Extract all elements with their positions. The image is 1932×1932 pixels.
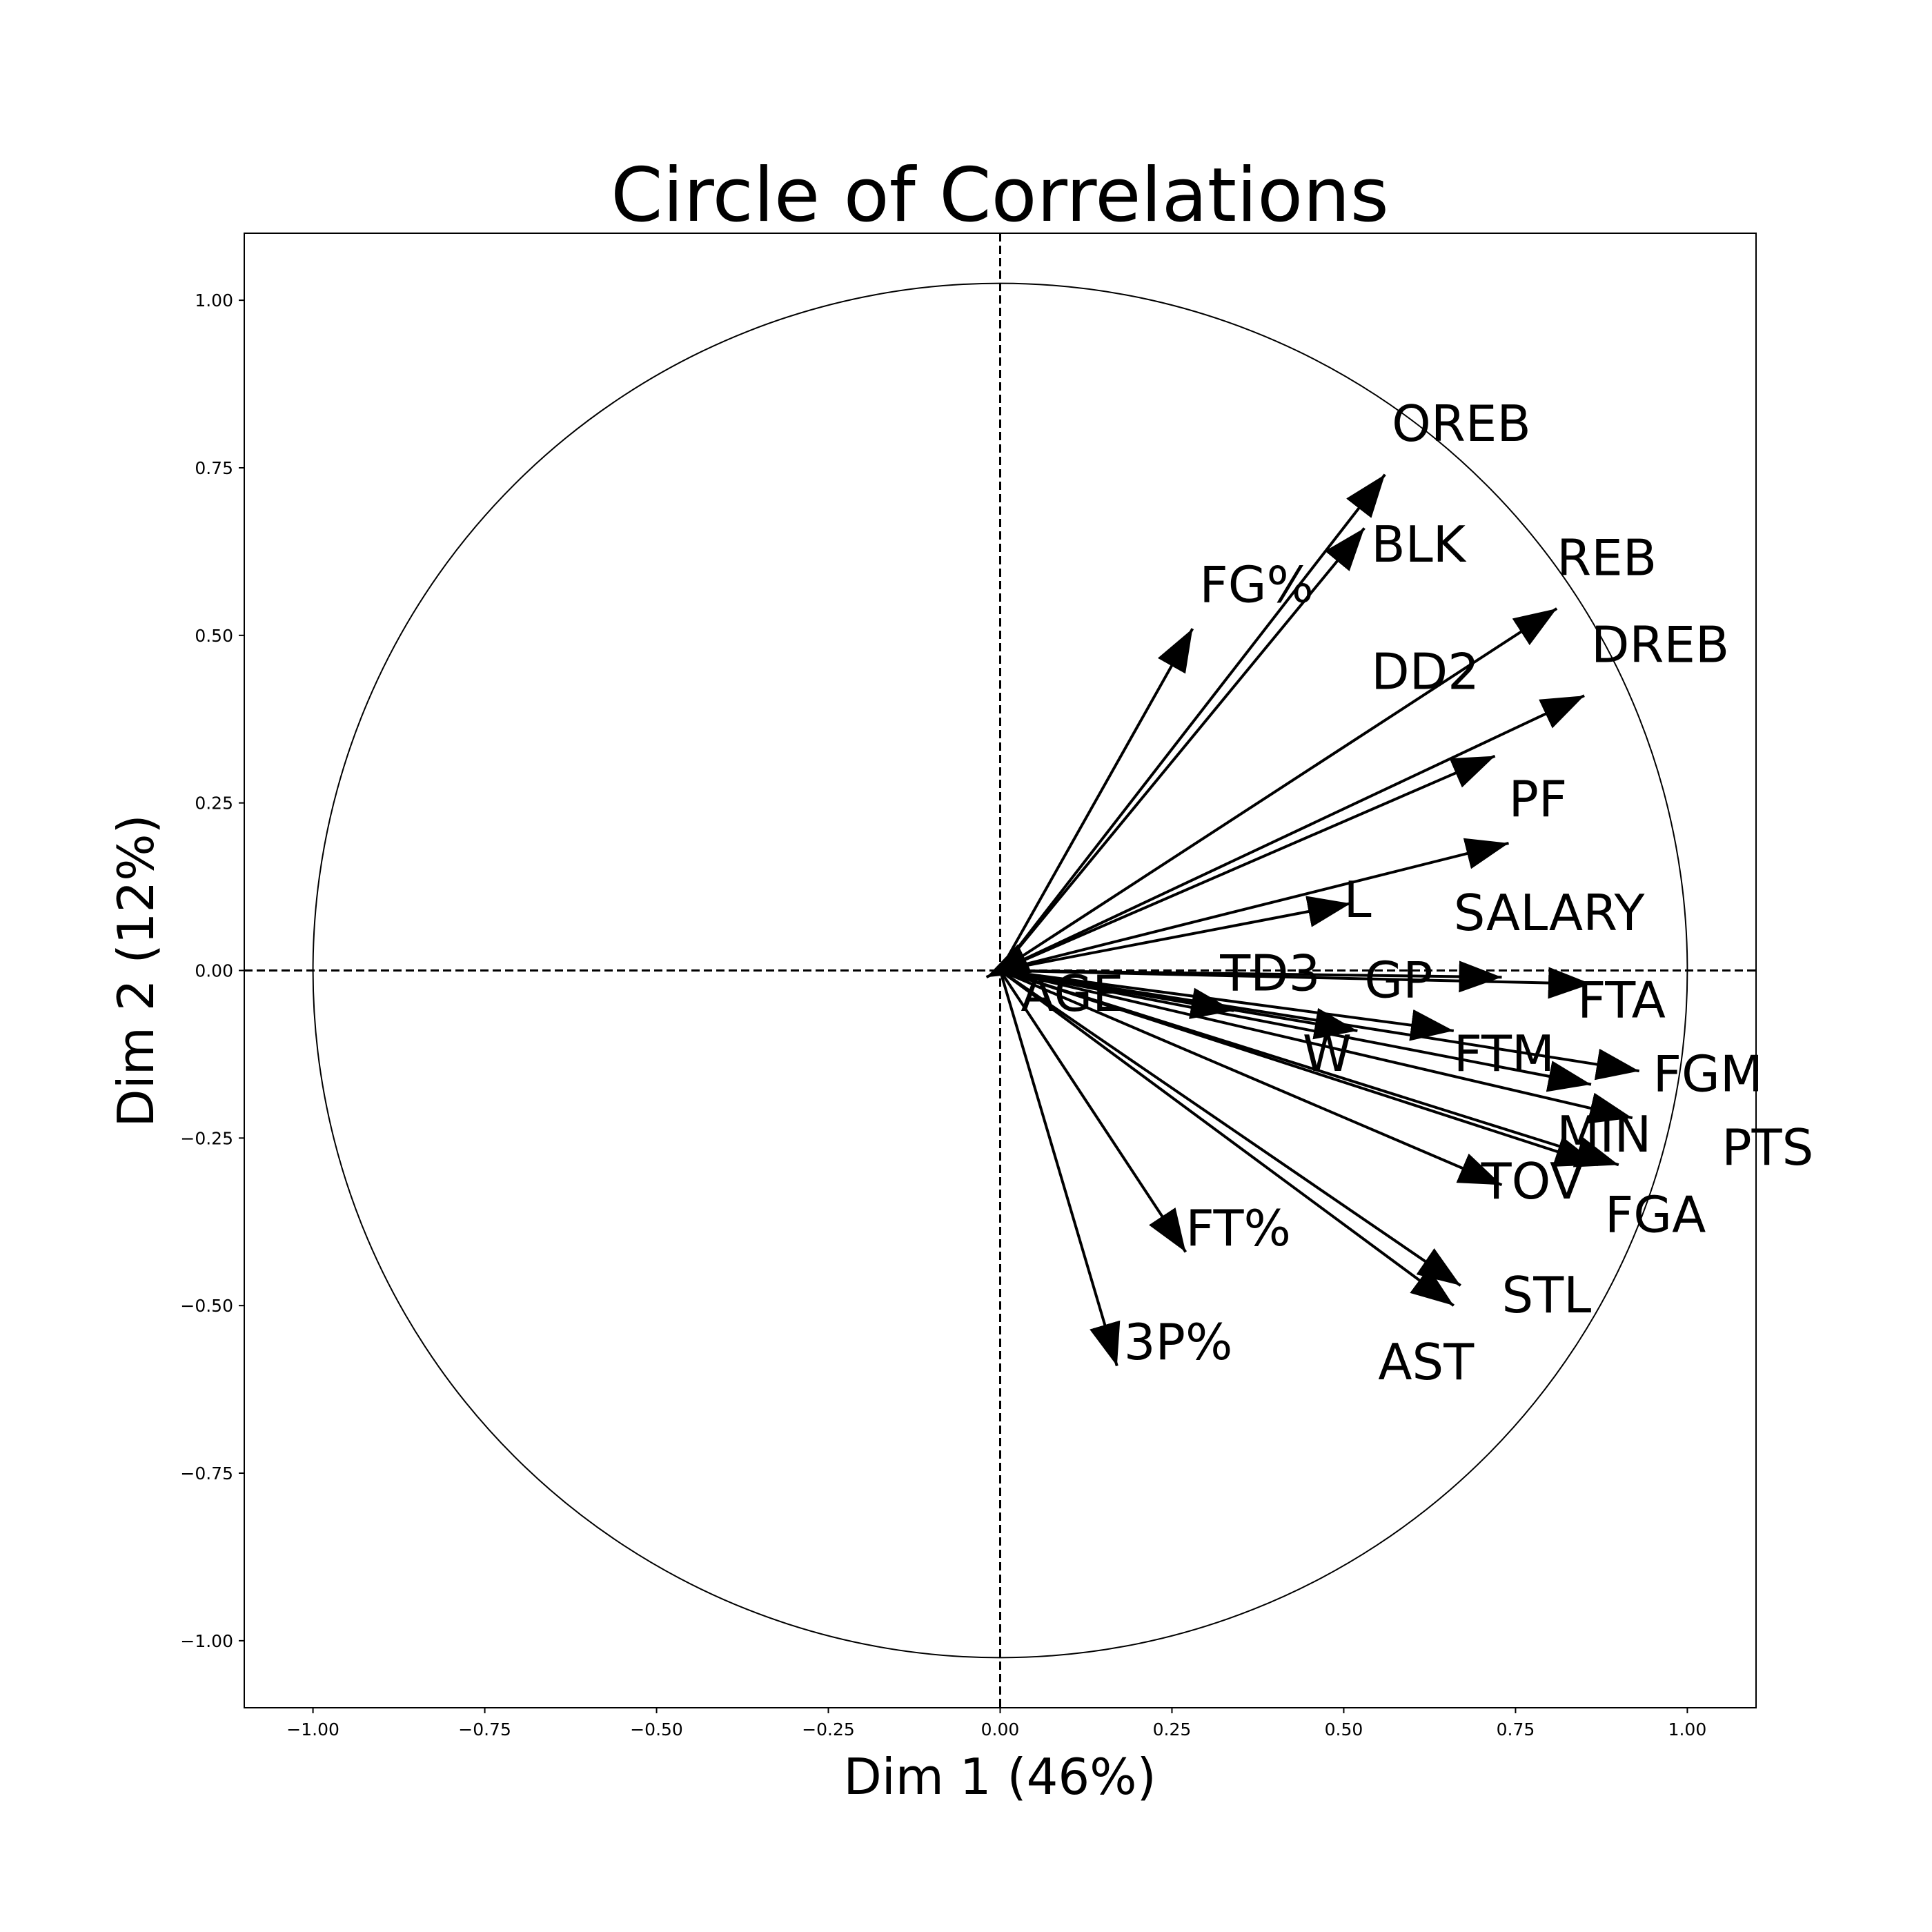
vector-label-l: L — [1343, 871, 1371, 929]
y-tick-label: 0.00 — [195, 961, 233, 981]
x-axis-ticks: −1.00 −0.75 −0.50 −0.25 0.00 0.25 0.50 0.75 1.00 — [286, 1708, 1706, 1739]
x-tick-label: −0.75 — [458, 1719, 511, 1739]
x-tick-label: −1.00 — [286, 1719, 339, 1739]
y-tick-label: −0.25 — [180, 1128, 233, 1148]
vector-arrow-dreb — [999, 694, 1585, 972]
vector-arrow-ft-pct — [998, 969, 1187, 1253]
variable-labels: OREB BLK FG% REB DREB DD2 PF L SALARY FTA GP TD3 AGE… — [1021, 395, 1813, 1391]
vector-label-age: AGE — [1021, 965, 1123, 1023]
vector-label-fg-pct: FG% — [1199, 555, 1314, 613]
vector-label-reb: REB — [1557, 529, 1657, 586]
x-tick-label: 0.50 — [1325, 1719, 1363, 1739]
vector-label-3p-pct: 3P% — [1124, 1313, 1233, 1371]
vector-label-ft-pct: FT% — [1185, 1199, 1291, 1257]
vector-arrow-blk — [998, 527, 1366, 972]
vector-arrow-tov — [999, 969, 1503, 1187]
vector-label-w: W — [1303, 1025, 1352, 1083]
y-tick-label: −1.00 — [180, 1631, 233, 1651]
vector-label-stl: STL — [1502, 1266, 1592, 1324]
vector-arrow-ftm — [1000, 969, 1592, 1092]
vector-arrow-l — [1000, 896, 1351, 972]
vector-arrow-age — [985, 944, 1032, 979]
x-tick-label: −0.25 — [802, 1719, 855, 1739]
vector-arrow-3p-pct — [998, 969, 1121, 1367]
y-tick-label: 0.25 — [195, 793, 233, 814]
vector-arrow-pf — [1000, 838, 1509, 972]
vector-label-salary: SALARY — [1454, 884, 1646, 942]
x-axis-label: Dim 1 (46%) — [843, 1748, 1156, 1806]
vector-label-ast: AST — [1378, 1333, 1475, 1391]
vector-label-td3: TD3 — [1219, 945, 1320, 1003]
y-tick-label: −0.75 — [180, 1463, 233, 1483]
vector-label-gp: GP — [1364, 951, 1432, 1009]
vector-label-ftm: FTM — [1454, 1025, 1555, 1083]
x-tick-label: 0.25 — [1153, 1719, 1192, 1739]
x-tick-label: −0.50 — [630, 1719, 683, 1739]
vector-arrow-fg-pct — [998, 628, 1194, 972]
vector-arrow-min — [1000, 969, 1633, 1124]
y-axis-ticks: −1.00 −0.75 −0.50 −0.25 0.00 0.25 0.50 0.75 1.00 — [180, 290, 244, 1651]
vector-arrow-fta — [1000, 967, 1592, 999]
y-tick-label: 0.50 — [195, 626, 233, 646]
vector-label-min: MIN — [1557, 1105, 1651, 1163]
vector-label-fgm: FGM — [1653, 1045, 1763, 1103]
vector-arrow-stl — [999, 969, 1461, 1287]
y-axis-label: Dim 2 (12%) — [107, 814, 165, 1127]
vector-label-pf: PF — [1508, 770, 1567, 828]
vector-label-blk: BLK — [1371, 515, 1467, 573]
vector-label-oreb: OREB — [1392, 395, 1531, 453]
chart-title: Circle of Correlations — [611, 152, 1389, 239]
vector-label-dreb: DREB — [1591, 616, 1729, 674]
vector-label-fta: FTA — [1577, 971, 1666, 1029]
y-tick-label: 1.00 — [195, 290, 233, 310]
x-tick-label: 0.75 — [1497, 1719, 1535, 1739]
vector-label-fga: FGA — [1605, 1185, 1706, 1243]
vector-arrow-oreb — [998, 473, 1386, 972]
x-tick-label: 0.00 — [981, 1719, 1020, 1739]
vector-arrow-ast — [999, 969, 1455, 1307]
y-tick-label: 0.75 — [195, 458, 233, 478]
variable-vectors — [985, 473, 1640, 1367]
x-tick-label: 1.00 — [1668, 1719, 1707, 1739]
vector-label-pts: PTS — [1722, 1118, 1813, 1176]
vector-arrow-reb — [999, 607, 1558, 972]
vector-arrow-fgm — [1000, 969, 1640, 1081]
vector-label-dd2: DD2 — [1371, 643, 1479, 701]
y-tick-label: −0.50 — [180, 1296, 233, 1316]
vector-label-tov: TOV — [1481, 1152, 1584, 1210]
vector-arrow-fga — [999, 969, 1599, 1167]
vector-arrow-dd2 — [999, 754, 1496, 972]
